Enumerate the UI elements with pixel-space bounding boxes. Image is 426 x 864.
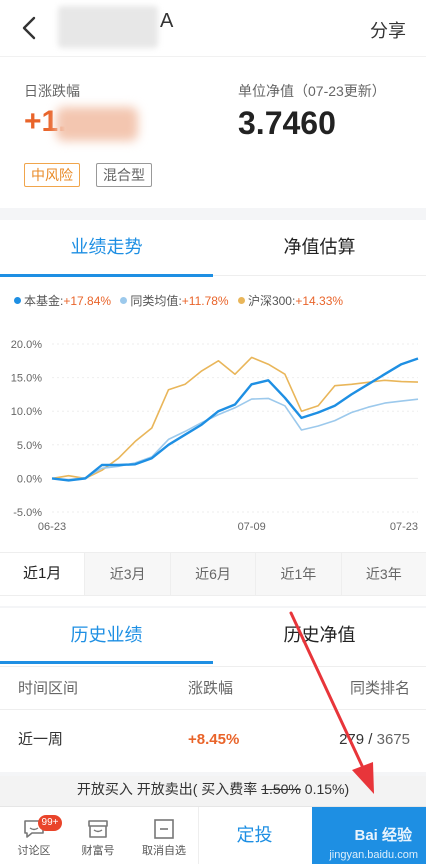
tab-historical-performance[interactable]: 历史业绩 [0,608,213,664]
legend-item: 同类均值:+11.78% [120,292,229,309]
rank-total: 3675 [376,731,410,748]
column-header-period: 时间区间 [18,680,79,697]
y-tick-label: 15.0% [11,373,42,385]
daily-change-label: 日涨跌幅 [24,83,80,99]
legend-item: 沪深300:+14.33% [237,292,344,309]
y-tick-label: 0.0% [17,473,42,485]
series-line-2 [51,356,419,480]
period-3y[interactable]: 近3年 [340,553,426,595]
legend-value: +17.84% [63,294,112,308]
legend-dot [237,297,245,304]
discount-fee-rate: 0.15% [304,781,345,797]
chart-legend: 本基金:+17.84% 同类均值:+11.78% 沪深300:+14.33% [14,292,349,309]
blurred-daily-change [56,107,138,141]
table-row[interactable]: 近一周 +8.45% 279 / 3675 [0,712,426,768]
y-tick-label: 10.0% [11,406,42,418]
legend-dot [14,297,21,304]
minus-box-icon [154,819,174,839]
legend-name: 本基金 [24,294,61,308]
trade-status-bar: 开放买入 开放卖出( 买入费率 1.50% 0.15%) [0,776,426,806]
auto-invest-button[interactable]: 定投 [198,807,310,864]
fund-type-tag: 混合型 [96,163,152,187]
unit-nav-label: 单位净值（07-23更新） [238,83,386,99]
series-line-1 [51,397,419,481]
period-6m[interactable]: 近6月 [169,553,256,595]
baidu-watermark: Bai 经验 [354,827,412,844]
bottom-action-bar: 讨论区 99+ 财富号 取消自选 定投 Bai 经验 jingyan.baidu… [0,806,426,864]
top-nav-bar: A 分享 [0,0,426,56]
legend-dot [120,297,128,304]
closing-bracket: ) [344,781,350,797]
tab-nav-estimate[interactable]: 净值估算 [283,237,356,257]
period-1y[interactable]: 近1年 [255,553,341,595]
fund-name-suffix: A [160,10,174,32]
history-table-header: 时间区间 涨跌幅 同类排名 [0,666,426,710]
buy-button[interactable]: Bai 经验 jingyan.baidu.com [312,807,426,864]
rank-value: 279 [339,731,365,748]
row-period: 近一周 [18,731,64,748]
tab-historical-nav[interactable]: 历史净值 [283,625,356,645]
row-change: +8.45% [188,731,240,748]
legend-item: 本基金:+17.84% [14,292,111,309]
forum-button[interactable]: 讨论区 99+ [4,813,64,858]
share-button[interactable]: 分享 [370,21,406,41]
legend-name: 同类均值 [130,294,179,308]
wealth-account-label: 财富号 [81,845,115,857]
period-selector: 近1月 近3月 近6月 近1年 近3年 [0,552,426,596]
performance-tabs: 业绩走势 净值估算 [0,220,426,277]
column-header-change: 涨跌幅 [188,680,234,697]
series-line-0 [51,357,419,482]
forum-badge: 99+ [38,815,62,831]
x-tick-label: 07-09 [238,521,266,533]
back-arrow-icon[interactable] [16,14,44,42]
performance-section: 业绩走势 净值估算 本基金:+17.84% 同类均值:+11.78% 沪深300… [0,220,426,606]
history-section: 历史业绩 历史净值 时间区间 涨跌幅 同类排名 近一周 +8.45% 279 /… [0,608,426,772]
unit-nav-value: 3.7460 [238,105,336,141]
y-tick-label: -5.0% [13,507,42,519]
risk-level-tag: 中风险 [24,163,80,187]
store-icon [88,820,108,838]
remove-watchlist-button[interactable]: 取消自选 [134,813,194,858]
x-tick-label: 07-23 [390,521,418,533]
forum-label: 讨论区 [17,845,51,857]
period-1m[interactable]: 近1月 [0,553,85,595]
legend-value: +14.33% [295,294,344,308]
fund-summary: 日涨跌幅 +1. 单位净值（07-23更新） 3.7460 中风险 混合型 [0,56,426,208]
y-tick-label: 5.0% [17,440,42,452]
baidu-watermark-url: jingyan.baidu.com [329,849,418,861]
period-3m[interactable]: 近3月 [84,553,170,595]
blurred-fund-name [58,6,158,48]
trade-status-text: 开放买入 开放卖出( 买入费率 [76,781,258,797]
legend-value: +11.78% [181,294,229,308]
remove-watchlist-label: 取消自选 [142,845,186,857]
column-header-rank: 同类排名 [349,680,410,697]
row-rank: 279 / 3675 [339,731,410,748]
x-tick-label: 06-23 [38,521,66,533]
legend-name: 沪深300 [247,294,292,308]
original-fee-rate: 1.50% [261,781,301,797]
y-tick-label: 20.0% [11,339,42,351]
performance-line-chart[interactable]: 20.0% 15.0% 10.0% 5.0% 0.0% -5.0% 06-23 07-09 07… [0,310,426,552]
tab-performance-trend[interactable]: 业绩走势 [0,220,213,277]
wealth-account-button[interactable]: 财富号 [68,813,128,858]
